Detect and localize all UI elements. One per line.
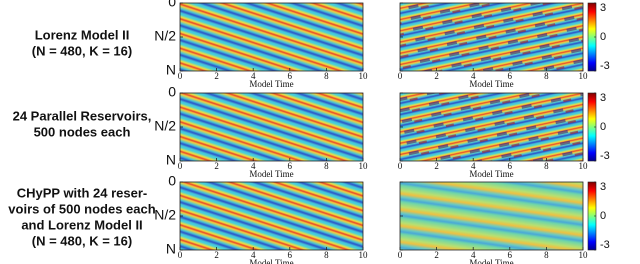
- colorbar-tick-label: 3: [600, 92, 606, 104]
- x-tick-label: 4: [471, 250, 476, 260]
- x-tick-label: 8: [544, 71, 549, 81]
- x-tick-label: 2: [214, 161, 219, 171]
- x-tick-label: 8: [544, 250, 549, 260]
- y-tick-label: 0: [168, 173, 176, 189]
- x-tick-label: 6: [508, 250, 513, 260]
- y-tick-label: 0: [168, 84, 176, 100]
- colorbar-tick-label: 0: [600, 121, 606, 133]
- colorbar-tick-label: 0: [600, 31, 606, 43]
- x-tick-label: 2: [434, 161, 439, 171]
- x-tick-label: 0: [178, 71, 183, 81]
- x-tick-label: 4: [251, 250, 256, 260]
- x-tick-label: 0: [178, 161, 183, 171]
- y-tick-label: N/2: [154, 28, 176, 44]
- x-tick-label: 6: [288, 71, 293, 81]
- heatmap-image: [400, 93, 583, 161]
- colorbar-tick-label: 3: [600, 2, 606, 14]
- colorbar-tick-label: -3: [600, 60, 610, 72]
- row-label: (N = 480, K = 16): [32, 233, 132, 248]
- x-axis-label: Model Time: [469, 169, 513, 179]
- x-tick-label: 10: [359, 161, 369, 171]
- x-tick-label: 10: [579, 71, 589, 81]
- x-tick-label: 8: [324, 161, 329, 171]
- x-tick-label: 6: [508, 161, 513, 171]
- row-label: 500 nodes each: [34, 124, 131, 139]
- row-label: (N = 480, K = 16): [32, 43, 132, 58]
- x-tick-label: 8: [324, 250, 329, 260]
- row-label: 24 Parallel Reservoirs,: [13, 108, 152, 123]
- y-tick-label: N: [166, 152, 176, 168]
- row-label: voirs of 500 nodes each: [8, 201, 155, 216]
- x-tick-label: 2: [434, 250, 439, 260]
- y-tick-label: N/2: [154, 118, 176, 134]
- x-tick-label: 4: [251, 71, 256, 81]
- x-tick-label: 0: [178, 250, 183, 260]
- y-tick-label: N/2: [154, 207, 176, 223]
- colorbar-tick-label: 3: [600, 181, 606, 193]
- x-tick-label: 6: [508, 71, 513, 81]
- colorbar-tick-label: -3: [600, 150, 610, 162]
- x-tick-label: 2: [214, 71, 219, 81]
- row-label: and Lorenz Model II: [21, 217, 142, 232]
- heatmap-image: [400, 3, 583, 71]
- x-axis-label: Model Time: [249, 79, 293, 89]
- x-tick-label: 6: [288, 161, 293, 171]
- colorbar-tick-label: 0: [600, 210, 606, 222]
- heatmap-image: [180, 3, 363, 71]
- x-axis-label: Model Time: [249, 258, 293, 264]
- heatmap-image: [180, 182, 363, 250]
- x-tick-label: 0: [398, 71, 403, 81]
- x-axis-label: Model Time: [249, 169, 293, 179]
- y-tick-label: 0: [168, 0, 176, 10]
- x-tick-label: 10: [579, 161, 589, 171]
- y-tick-label: N: [166, 241, 176, 257]
- x-tick-label: 8: [544, 161, 549, 171]
- heatmap-image: [400, 182, 583, 250]
- colorbar-tick-label: -3: [600, 239, 610, 251]
- x-tick-label: 10: [359, 250, 369, 260]
- x-axis-label: Model Time: [469, 79, 513, 89]
- x-tick-label: 2: [434, 71, 439, 81]
- x-axis-label: Model Time: [469, 258, 513, 264]
- row-label: Lorenz Model II: [35, 27, 130, 42]
- x-tick-label: 6: [288, 250, 293, 260]
- x-tick-label: 10: [579, 250, 589, 260]
- x-tick-label: 4: [471, 71, 476, 81]
- x-tick-label: 4: [471, 161, 476, 171]
- x-tick-label: 8: [324, 71, 329, 81]
- x-tick-label: 4: [251, 161, 256, 171]
- x-tick-label: 2: [214, 250, 219, 260]
- x-tick-label: 0: [398, 161, 403, 171]
- x-tick-label: 0: [398, 250, 403, 260]
- row-label: CHyPP with 24 reser-: [17, 185, 148, 200]
- y-tick-label: N: [166, 62, 176, 78]
- heatmap-image: [180, 93, 363, 161]
- x-tick-label: 10: [359, 71, 369, 81]
